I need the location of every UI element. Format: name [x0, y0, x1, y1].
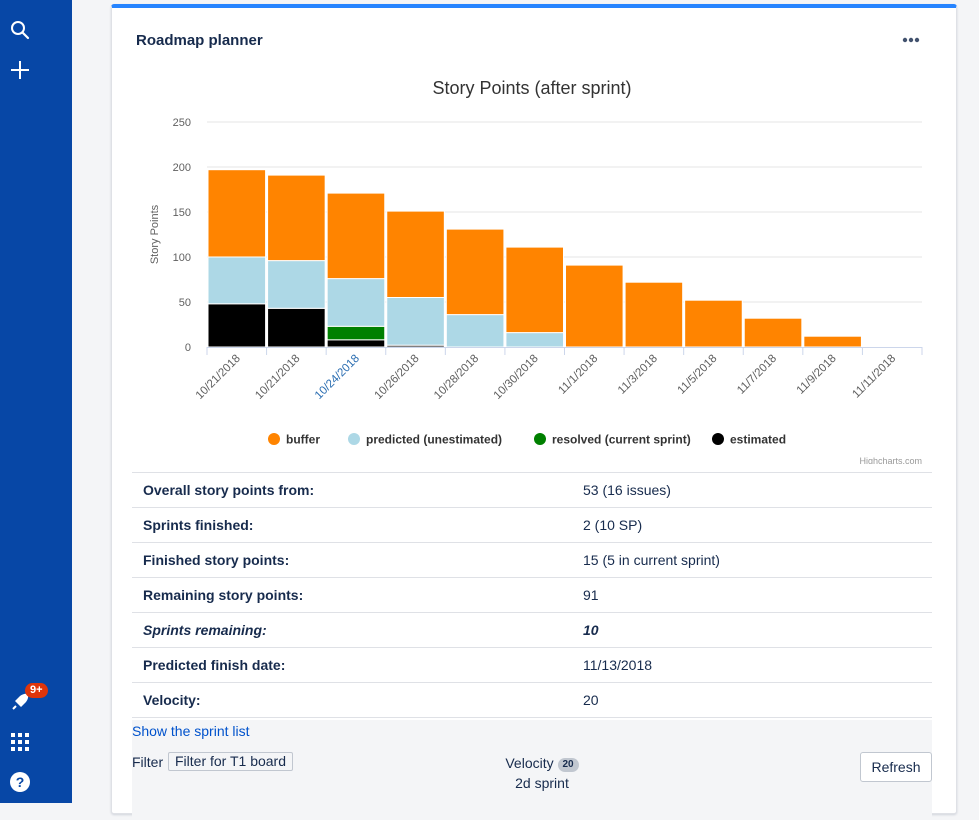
more-icon: [902, 37, 920, 43]
bar-predicted: [386, 297, 445, 346]
legend-item: buffer: [286, 433, 320, 447]
stats-label: Sprints remaining:: [132, 612, 583, 648]
create-plus-icon[interactable]: [0, 54, 40, 86]
bar-predicted: [445, 314, 505, 348]
stats-table: Overall story points from: 53 (16 issues)…: [132, 472, 932, 718]
x-tick-label: 11/7/2018: [735, 353, 779, 397]
velocity-summary: Velocity 20 2d sprint: [492, 753, 592, 793]
stats-label: Overall story points from:: [132, 472, 583, 508]
y-axis-label: Story Points: [149, 204, 161, 264]
x-tick-label: 10/28/2018: [432, 353, 481, 402]
stats-label: Remaining story points:: [132, 577, 583, 613]
bar-buffer: [207, 169, 267, 258]
stats-label: Sprints finished:: [132, 507, 583, 543]
x-tick-label: 10/21/2018: [194, 353, 243, 402]
velocity-badge: 20: [557, 758, 579, 772]
x-tick-label: 11/9/2018: [795, 353, 839, 397]
stats-label: Finished story points:: [132, 542, 583, 578]
y-tick-label: 50: [179, 297, 191, 309]
legend-item: resolved (current sprint): [552, 433, 691, 447]
panel-title: Roadmap planner: [136, 32, 263, 49]
stats-row: Velocity: 20: [132, 682, 932, 718]
stats-row: Sprints finished: 2 (10 SP): [132, 507, 932, 543]
stats-row: Finished story points: 15 (5 in current s…: [132, 542, 932, 578]
chart-credits: Highcharts.com: [859, 456, 922, 464]
stats-label: Velocity:: [132, 682, 583, 718]
velocity-label: Velocity: [505, 755, 554, 771]
notifications-icon[interactable]: [0, 686, 40, 718]
story-points-chart: Story Points (after sprint) 0 50 100 150 200 2…: [132, 64, 932, 466]
bar-estimated: [267, 307, 326, 348]
stats-value: 91: [583, 577, 932, 613]
bar-buffer: [445, 228, 505, 316]
bar-estimated: [326, 339, 386, 348]
x-tick-label: 10/30/2018: [492, 353, 541, 402]
stats-value: 2 (10 SP): [583, 507, 932, 543]
bar-resolved: [326, 325, 386, 341]
planner-footer: Filter Filter for T1 board Velocity 20 2…: [132, 720, 932, 820]
svg-text:?: ?: [16, 774, 25, 790]
y-tick-label: 0: [185, 342, 191, 354]
global-sidebar: 9+ ?: [0, 0, 72, 803]
legend-item: estimated: [730, 433, 786, 447]
stats-value: 20: [583, 682, 932, 718]
bar-buffer: [803, 335, 862, 348]
x-tick-label: 11/5/2018: [676, 353, 720, 397]
bar-buffer: [505, 246, 564, 334]
y-tick-label: 250: [173, 117, 191, 129]
stats-row: Sprints remaining: 10: [132, 612, 932, 648]
sprint-length: 2d sprint: [515, 775, 569, 791]
filter-label: Filter: [132, 754, 164, 770]
bar-predicted: [207, 256, 267, 305]
chart-title: Story Points (after sprint): [432, 78, 631, 98]
y-tick-label: 100: [173, 252, 191, 264]
stats-row: Overall story points from: 53 (16 issues): [132, 472, 932, 508]
bar-buffer: [743, 317, 803, 348]
stats-value: 10: [583, 612, 932, 648]
bar-predicted: [505, 332, 564, 348]
show-sprint-list-link[interactable]: Show the sprint list: [132, 723, 250, 739]
stats-label: Predicted finish date:: [132, 647, 583, 683]
legend-marker: [268, 433, 280, 445]
app-switcher-icon[interactable]: [0, 726, 40, 758]
y-tick-label: 200: [173, 162, 191, 174]
bar-predicted: [326, 278, 386, 327]
x-tick-label: 11/1/2018: [556, 353, 600, 397]
x-tick-label: 11/11/2018: [850, 353, 898, 401]
refresh-button[interactable]: Refresh: [860, 752, 932, 782]
legend-item: predicted (unestimated): [366, 433, 502, 447]
legend-marker: [534, 433, 546, 445]
more-options-button[interactable]: [896, 28, 926, 52]
roadmap-planner-panel: Roadmap planner Story Points (after spri…: [111, 4, 957, 820]
stats-value: 53 (16 issues): [583, 472, 932, 508]
legend-marker: [348, 433, 360, 445]
legend-marker: [712, 433, 724, 445]
x-tick-label: 11/3/2018: [616, 353, 660, 397]
bar-buffer: [624, 281, 684, 348]
search-icon[interactable]: [0, 14, 40, 46]
bar-buffer: [684, 299, 743, 348]
x-tick-label: 10/24/2018: [313, 353, 362, 402]
stats-row: Predicted finish date: 11/13/2018: [132, 647, 932, 683]
stats-row: Remaining story points: 91: [132, 577, 932, 613]
x-tick-label: 10/21/2018: [253, 353, 302, 402]
bar-buffer: [326, 192, 386, 280]
bar-predicted: [267, 260, 326, 309]
stats-value: 15 (5 in current sprint): [583, 542, 932, 578]
help-icon[interactable]: ?: [0, 766, 40, 798]
filter-button[interactable]: Filter for T1 board: [168, 752, 294, 771]
x-tick-label: 10/26/2018: [372, 353, 421, 402]
bar-estimated: [207, 303, 267, 348]
bar-buffer: [386, 210, 445, 299]
bar-buffer: [565, 264, 624, 348]
y-tick-label: 150: [173, 207, 191, 219]
stats-value: 11/13/2018: [583, 647, 932, 683]
notification-count-badge: 9+: [25, 683, 48, 698]
bar-buffer: [267, 174, 326, 262]
chart-svg: Story Points (after sprint) 0 50 100 150 200 2…: [149, 78, 923, 466]
